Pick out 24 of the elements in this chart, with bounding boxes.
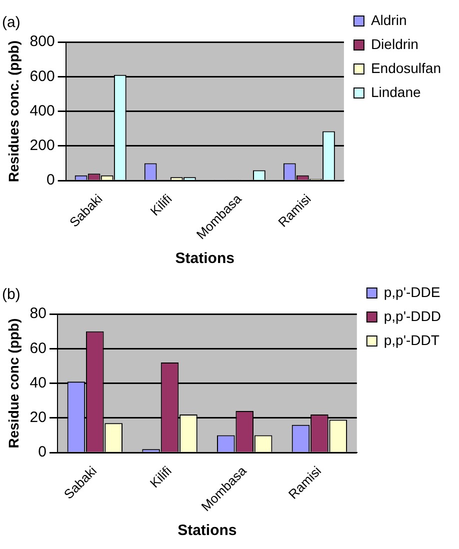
x-axis-title: Stations bbox=[178, 522, 237, 540]
legend-label: Lindane bbox=[370, 84, 421, 100]
y-tick-label: 60 bbox=[30, 340, 46, 357]
legend-label: p,p'-DDE bbox=[384, 284, 440, 300]
y-tick-label: 800 bbox=[30, 33, 55, 50]
y-tick-label: 600 bbox=[30, 68, 55, 85]
y-tick-label: 0 bbox=[46, 172, 55, 189]
legend-label: Dieldrin bbox=[370, 36, 418, 52]
y-axis-title: Residues conc. (ppb) bbox=[5, 40, 22, 182]
chart-title: (a) bbox=[2, 14, 20, 32]
y-tick-label: 0 bbox=[38, 444, 46, 461]
y-tick-label: 40 bbox=[30, 374, 46, 392]
legend-label: p,p'-DDD bbox=[384, 308, 442, 324]
legend-label: Endosulfan bbox=[370, 60, 442, 76]
y-tick-label: 400 bbox=[30, 102, 55, 120]
legend-label: Aldrin bbox=[370, 12, 407, 28]
y-axis-title: Residue conc (ppb) bbox=[5, 318, 22, 448]
legend-label: p,p'-DDT bbox=[384, 332, 440, 348]
x-tick-label: Kilifi bbox=[147, 191, 175, 219]
y-tick-label: 200 bbox=[30, 137, 55, 154]
x-axis-title: Stations bbox=[175, 250, 234, 268]
chart-title: (b) bbox=[2, 286, 20, 304]
y-tick-label: 80 bbox=[30, 305, 46, 322]
y-tick-label: 20 bbox=[30, 409, 46, 426]
